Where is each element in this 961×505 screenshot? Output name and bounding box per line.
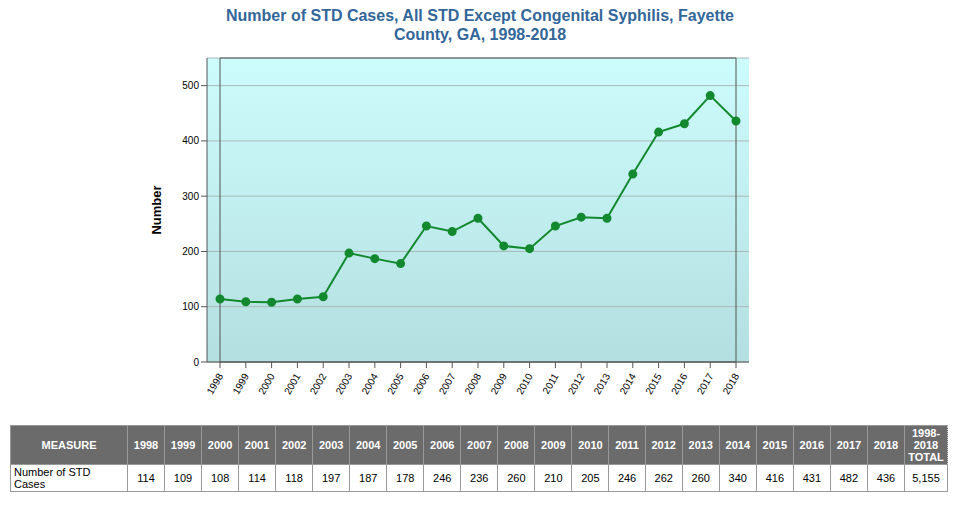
html-text:2005: 2005 <box>393 439 418 451</box>
html-text:Number of STD Cases, All STD E: Number of STD Cases, All STD Except Cong… <box>226 7 734 43</box>
html-text:108: 108 <box>210 472 230 484</box>
svg-text:2000: 2000 <box>256 371 277 396</box>
html-text:236: 236 <box>470 472 489 484</box>
html-text:114: 114 <box>248 472 266 484</box>
html-text:431: 431 <box>802 472 821 484</box>
svg-text:2001: 2001 <box>282 371 303 396</box>
html-text:178: 178 <box>396 472 415 484</box>
html-text:MEASURE: MEASURE <box>41 439 97 451</box>
html-text:109: 109 <box>173 472 193 484</box>
svg-text:2013: 2013 <box>592 371 613 396</box>
html-text:210: 210 <box>544 472 563 484</box>
svg-text:2006: 2006 <box>411 371 432 396</box>
html-text:260: 260 <box>507 472 526 484</box>
html-text:2004: 2004 <box>356 439 381 451</box>
svg-text:300: 300 <box>182 191 199 202</box>
svg-text:Number: Number <box>149 185 164 234</box>
html-text:2011: 2011 <box>615 439 639 451</box>
html-text:2010: 2010 <box>578 439 603 451</box>
html-text:340: 340 <box>728 472 747 484</box>
html-text:205: 205 <box>581 472 600 484</box>
html-text:2016: 2016 <box>799 439 825 451</box>
html-text:2009: 2009 <box>541 439 566 451</box>
svg-text:2005: 2005 <box>385 371 406 396</box>
html-text:Number of STD Cases: Number of STD Cases <box>14 466 91 490</box>
html-text:2003: 2003 <box>318 439 344 451</box>
html-text:114: 114 <box>137 472 155 484</box>
svg-text:2012: 2012 <box>566 371 587 396</box>
html-text:1998: 1998 <box>133 439 159 451</box>
html-text:2018: 2018 <box>873 439 899 451</box>
html-text:436: 436 <box>876 472 896 484</box>
svg-text:500: 500 <box>182 80 199 91</box>
svg-text:400: 400 <box>182 135 199 146</box>
html-text:2015: 2015 <box>762 439 788 451</box>
html-text:2012: 2012 <box>651 439 676 451</box>
svg-text:2010: 2010 <box>514 371 535 396</box>
svg-text:1998: 1998 <box>205 371 226 396</box>
html-text:2007: 2007 <box>467 439 492 451</box>
html-text:197: 197 <box>322 472 341 484</box>
svg-text:2018: 2018 <box>721 371 742 396</box>
svg-text:2017: 2017 <box>695 371 716 396</box>
svg-text:2009: 2009 <box>488 371 509 396</box>
html-text:2014: 2014 <box>725 439 750 451</box>
svg-text:2008: 2008 <box>463 371 484 396</box>
html-text:2001: 2001 <box>244 439 270 451</box>
svg-text:2002: 2002 <box>308 371 329 396</box>
html-text:416: 416 <box>765 472 784 484</box>
html-text:2006: 2006 <box>430 439 455 451</box>
html-text:2013: 2013 <box>688 439 713 451</box>
html-text:262: 262 <box>654 472 673 484</box>
svg-text:2003: 2003 <box>334 371 355 396</box>
html-text:118: 118 <box>285 472 303 484</box>
svg-text:0: 0 <box>193 357 199 368</box>
html-text:1998-2018 TOTAL: 1998-2018 TOTAL <box>908 427 944 463</box>
html-text:2002: 2002 <box>281 439 307 451</box>
html-text:482: 482 <box>839 472 859 484</box>
svg-text:100: 100 <box>182 301 199 312</box>
html-text:1999: 1999 <box>170 439 196 451</box>
html-text:2017: 2017 <box>836 439 862 451</box>
svg-text:2011: 2011 <box>540 371 560 396</box>
html-text:2008: 2008 <box>504 439 529 451</box>
html-text:246: 246 <box>433 472 452 484</box>
svg-text:1999: 1999 <box>230 371 251 396</box>
svg-text:2007: 2007 <box>437 371 458 396</box>
html-text:187: 187 <box>359 472 378 484</box>
svg-text:2016: 2016 <box>669 371 690 396</box>
svg-text:2004: 2004 <box>359 371 380 396</box>
svg-text:2014: 2014 <box>617 371 638 396</box>
html-text:5,155: 5,155 <box>912 472 940 484</box>
html-text:260: 260 <box>691 472 710 484</box>
html-text:2000: 2000 <box>207 439 233 451</box>
svg-text:2015: 2015 <box>643 371 664 396</box>
svg-text:200: 200 <box>182 246 199 257</box>
html-text:246: 246 <box>617 472 637 484</box>
